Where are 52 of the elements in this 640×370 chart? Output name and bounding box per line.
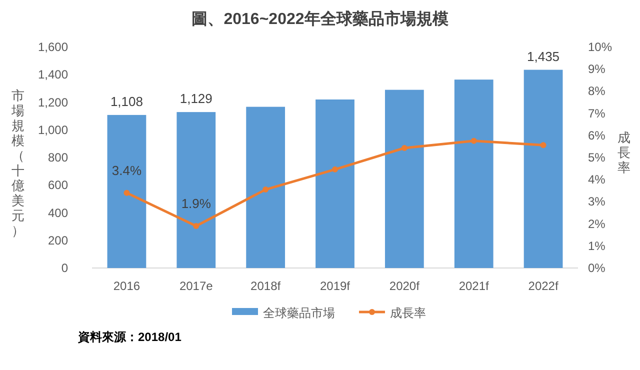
y2-tick-label: 6%	[588, 128, 606, 142]
y2-tick-label: 5%	[588, 150, 606, 164]
y-tick-label: 400	[48, 206, 68, 220]
data-label: 1,129	[180, 91, 212, 106]
data-label: 1,108	[110, 94, 143, 109]
x-tick-label: 2021f	[458, 279, 490, 293]
x-tick-label: 2019f	[320, 279, 351, 293]
y2-tick-label: 9%	[588, 62, 606, 76]
x-tick-label: 2017e	[179, 279, 214, 293]
y2-tick-label: 7%	[588, 106, 606, 120]
point	[470, 138, 477, 144]
y2-tick-label: 8%	[588, 84, 606, 98]
point	[332, 166, 338, 172]
bar	[246, 106, 286, 268]
bar	[107, 114, 146, 268]
point	[540, 142, 546, 148]
y-tick-label: 1,200	[38, 95, 68, 110]
data-label: 1.9%	[181, 196, 212, 212]
bar	[384, 90, 424, 268]
point	[124, 190, 130, 196]
point	[262, 186, 269, 193]
y-tick-label: 600	[48, 178, 68, 192]
y2-axis-title: 成長率	[618, 130, 630, 175]
y-tick-label: 0	[61, 261, 68, 275]
text: 市場規模（十億美元）	[12, 88, 24, 238]
bar	[176, 112, 216, 268]
point	[193, 223, 200, 230]
x-tick-label: 2016	[113, 279, 140, 293]
bar	[454, 80, 494, 268]
y2-tick-label: 4%	[588, 172, 606, 187]
bar	[316, 99, 354, 268]
y-tick-label: 1,400	[38, 68, 68, 82]
x-tick-label: 2020f	[389, 279, 420, 293]
legend-label: 全球藥品市場	[263, 306, 335, 320]
y2-tick-label: 1%	[588, 238, 606, 253]
point	[401, 144, 408, 151]
y2-tick-label: 2%	[588, 216, 606, 231]
source-note: 資料來源：2018/01	[77, 330, 182, 344]
y2-tick-label: 10%	[588, 40, 612, 54]
data-label: 3.4%	[112, 162, 142, 178]
y2-tick-label: 3%	[588, 194, 606, 209]
y-tick-label: 800	[48, 150, 68, 164]
y-tick-label: 200	[48, 233, 68, 248]
y2-tick-label: 0%	[588, 261, 606, 275]
chart-title: 圖、2016~2022年全球藥品市場規模	[192, 10, 448, 28]
y-tick-label: 1,000	[38, 122, 68, 137]
legend-label: 成長率	[390, 306, 426, 320]
y-tick-label: 1,600	[38, 40, 68, 54]
x-tick-label: 2022f	[528, 279, 559, 293]
x-tick-label: 2018f	[250, 279, 282, 293]
bar	[524, 70, 563, 268]
data-label: 1,435	[527, 48, 560, 64]
